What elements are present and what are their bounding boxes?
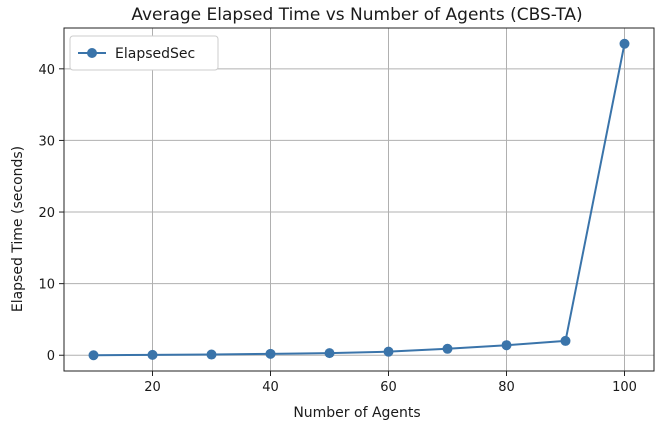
- data-point: [560, 335, 571, 346]
- x-tick-label: 60: [380, 380, 397, 395]
- chart-title: Average Elapsed Time vs Number of Agents…: [131, 5, 582, 25]
- y-axis-label: Elapsed Time (seconds): [10, 146, 26, 312]
- data-point: [501, 340, 512, 351]
- series-layer: [88, 38, 630, 361]
- legend: ElapsedSec: [69, 35, 219, 71]
- grid: [64, 28, 654, 371]
- legend-label-elapsedsec: ElapsedSec: [115, 46, 195, 62]
- x-tick-label: 80: [498, 380, 515, 395]
- y-tick-label: 0: [47, 349, 55, 364]
- x-tick-label: 100: [612, 380, 637, 395]
- x-tick-label: 40: [262, 380, 279, 395]
- y-tick-label: 30: [38, 134, 55, 149]
- data-point: [265, 348, 276, 359]
- data-point: [206, 349, 217, 360]
- x-tick-label: 20: [144, 380, 161, 395]
- y-tick-label: 20: [38, 206, 55, 221]
- legend-box: [69, 35, 219, 71]
- data-point: [383, 346, 394, 357]
- data-point: [619, 38, 630, 49]
- y-tick-label: 10: [38, 278, 55, 293]
- x-axis-label: Number of Agents: [293, 405, 420, 421]
- y-tick-label: 40: [38, 63, 55, 78]
- data-point: [147, 349, 158, 360]
- data-point: [88, 350, 99, 361]
- x-axis-ticks: 20 40 60 80 100: [144, 371, 637, 395]
- data-point: [442, 343, 453, 354]
- legend-marker: [87, 48, 97, 58]
- y-axis-ticks: 0 10 20 30 40: [38, 63, 64, 364]
- data-point: [324, 348, 335, 359]
- plot-frame: [63, 27, 655, 372]
- series-line: [93, 43, 626, 357]
